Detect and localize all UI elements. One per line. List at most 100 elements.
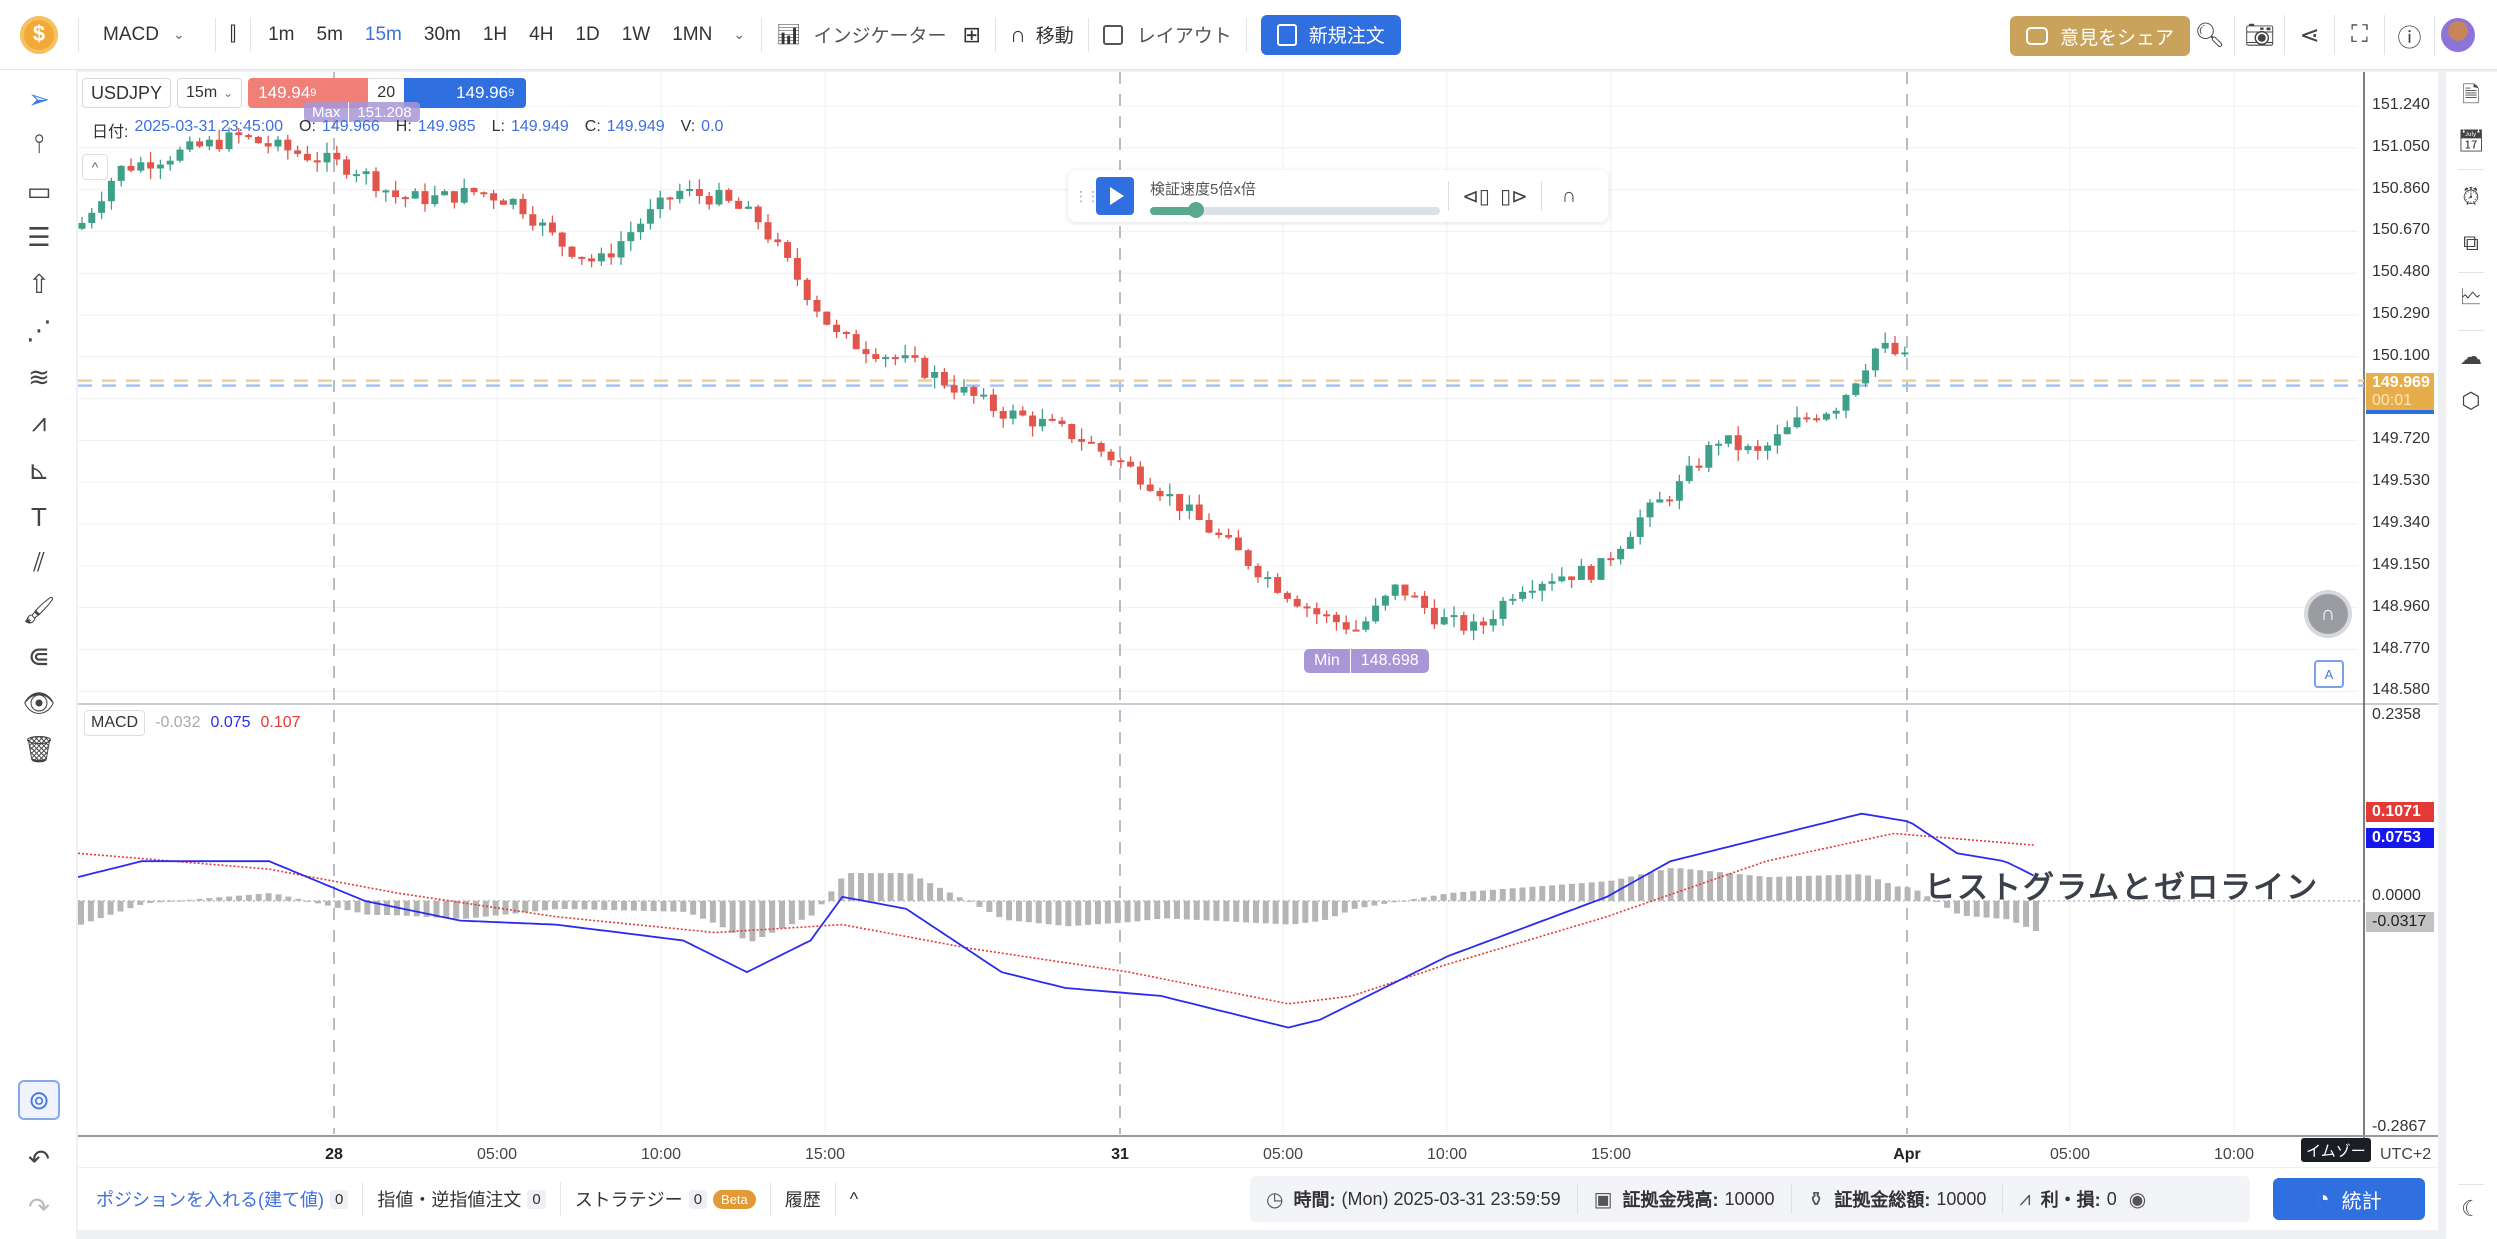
high-value: 149.985 [417, 118, 476, 135]
tab-history[interactable]: 履歴 [771, 1182, 836, 1216]
layout-button[interactable]: レイアウト [1095, 15, 1240, 55]
timeframe-more-chevron-icon[interactable]: ⌄ [733, 26, 746, 42]
price-label: 149.530 [2372, 472, 2430, 489]
indicators-button[interactable]: 📊︎ インジケーター [768, 15, 954, 55]
ohlc-legend: 日付: 2025-03-31 23:45:00 O: 149.966 H: 14… [92, 118, 733, 142]
grid-layout-button[interactable]: ⊞ [955, 15, 989, 55]
chart-area[interactable]: USDJPY 15m ⌄ 149.94 9 20 149.96 9 Max 151.2… [78, 72, 2438, 1167]
macd-label[interactable]: MACD [84, 710, 146, 736]
theme-moon-icon[interactable]: ☾ [2461, 1196, 2481, 1221]
statistics-button[interactable]: ◔ 統計 [2273, 1178, 2425, 1220]
collapse-legend-button[interactable]: ^ [82, 154, 108, 180]
bid-price-sup: 9 [310, 87, 317, 99]
buy-button[interactable]: 149.96 9 [404, 78, 527, 108]
drag-handle-icon[interactable]: ⋮⋮ [1074, 188, 1100, 204]
share-icon[interactable]: ⋖ [2285, 15, 2335, 55]
avatar[interactable] [2441, 18, 2475, 52]
indicator-selector[interactable]: MACD ⌄ [85, 15, 209, 55]
beta-badge: Beta [713, 1189, 756, 1209]
equity-info: ⚱ 証拠金総額: 10000 [1792, 1184, 2004, 1214]
fullscreen-icon[interactable]: ⛶ [2335, 15, 2385, 55]
price-label: 148.960 [2372, 598, 2430, 615]
search-icon[interactable]: 🔍︎ [2185, 15, 2235, 55]
divider [761, 17, 763, 52]
move-button[interactable]: ∩ 移動 [1002, 15, 1082, 55]
timeframe-1h[interactable]: 1H [482, 23, 508, 45]
alarm-icon[interactable]: ⏰︎ [2462, 184, 2480, 209]
timeframe-15m[interactable]: 15m [364, 23, 402, 45]
text-icon[interactable]: T [31, 501, 47, 532]
macd-legend: MACD -0.032 0.075 0.107 [84, 710, 301, 736]
trash-icon[interactable]: 🗑︎ [22, 733, 56, 764]
gann-icon[interactable]: ⫽ [33, 547, 45, 577]
jump-icon[interactable]: ∩ [1561, 184, 1577, 207]
channel-icon[interactable]: ≋ [28, 361, 50, 392]
cloud-icon[interactable]: ☁︎ [2460, 344, 2482, 369]
timeframe-1mn[interactable]: 1MN [672, 23, 713, 45]
chart-canvas[interactable] [78, 72, 2438, 1167]
calendar-icon[interactable]: 📅︎ [2457, 128, 2485, 153]
measure-icon[interactable]: ⊾ [28, 454, 50, 485]
help-icon[interactable]: ⓘ [2385, 15, 2435, 55]
timezone-selector[interactable]: UTC+2 [2380, 1146, 2432, 1163]
magnet-icon[interactable]: ⋐ [28, 640, 50, 671]
play-button[interactable] [1096, 177, 1134, 215]
open-value: 149.966 [321, 118, 380, 135]
brush-icon[interactable]: 🖌︎ [22, 594, 56, 625]
balance-value: 10000 [1724, 1188, 1775, 1209]
chevron-down-icon: ⌄ [223, 86, 234, 100]
settings-icon[interactable]: ⬡ [2461, 388, 2481, 413]
interval-selector[interactable]: 15m ⌄ [177, 78, 243, 108]
trend-line-icon[interactable]: ⫯ [33, 128, 45, 158]
auto-scale-button[interactable]: A [2314, 660, 2344, 688]
report-icon[interactable]: 🗠 [2459, 284, 2483, 309]
camera-icon[interactable]: 📷︎ [2235, 15, 2285, 55]
close-label: C: [584, 118, 601, 135]
candlestick-icon: ⫿ [229, 23, 237, 45]
new-order-button[interactable]: 新規注文 [1260, 14, 1401, 55]
timeframe-4h[interactable]: 4H [529, 23, 554, 45]
high-label: H: [395, 118, 412, 135]
tab-positions[interactable]: ポジションを入れる(建て値) 0 [78, 1182, 364, 1216]
timeframe-1w[interactable]: 1W [621, 23, 651, 45]
replay-jump-button[interactable]: ∩ [2308, 594, 2348, 634]
current-price-tag: 149.969 00:01 [2366, 373, 2434, 414]
replay-panel: ⋮⋮ 検証速度5倍x倍 ⊲▯ ▯⊳ ∩ [1068, 170, 1608, 222]
eye-toggle-icon[interactable]: ◉ [2128, 1188, 2147, 1211]
speed-slider[interactable] [1150, 201, 1440, 218]
notes-icon[interactable]: 🗎 [2462, 82, 2480, 107]
price-label: 148.580 [2372, 681, 2430, 698]
share-feedback-button[interactable]: 意見をシェア [2010, 16, 2191, 56]
indicator-selector-label: MACD [103, 23, 159, 45]
undo-icon[interactable]: ↶ [28, 1143, 50, 1174]
volume-label: V: [680, 118, 696, 135]
tab-strategy[interactable]: ストラテジー 0 Beta [561, 1182, 771, 1216]
timezone-tag: イムゾー [2301, 1138, 2371, 1162]
eye-icon[interactable]: 👁︎ [22, 687, 56, 718]
arrow-up-icon[interactable]: ⇧ [28, 268, 50, 299]
pattern-icon[interactable]: ⩘ [31, 407, 47, 437]
move-label: 移動 [1035, 26, 1074, 47]
macd-axis-top: 0.2358 [2372, 706, 2421, 723]
redo-icon[interactable]: ↷ [28, 1191, 50, 1222]
sync-icon[interactable]: ⊚ [18, 1080, 60, 1120]
price-label: 151.050 [2372, 138, 2430, 155]
timeframe-1m[interactable]: 1m [268, 23, 295, 45]
copy-icon[interactable]: ⧉ [2463, 230, 2479, 255]
step-forward-icon[interactable]: ▯⊳ [1500, 185, 1528, 208]
expand-panel-button[interactable]: ^ [836, 1182, 872, 1216]
tab-orders[interactable]: 指値・逆指値注文 0 [363, 1182, 561, 1216]
fib-tool-icon[interactable]: ☰ [27, 221, 51, 252]
symbol-selector[interactable]: USDJPY [82, 78, 172, 108]
cursor-icon[interactable]: ➢ [28, 83, 50, 114]
timeframe-1d[interactable]: 1D [575, 23, 600, 45]
macd-hist-value: -0.032 [155, 714, 201, 731]
price-label: 150.100 [2372, 347, 2430, 364]
pitchfork-icon[interactable]: ⋰ [26, 314, 52, 345]
timeframe-30m[interactable]: 30m [423, 23, 461, 45]
chart-type-button[interactable]: ⫿ [222, 15, 244, 55]
step-back-icon[interactable]: ⊲▯ [1462, 185, 1490, 208]
timeframe-5m[interactable]: 5m [316, 23, 343, 45]
rectangle-icon[interactable]: ▭ [26, 175, 52, 206]
slider-knob[interactable] [1188, 201, 1204, 218]
